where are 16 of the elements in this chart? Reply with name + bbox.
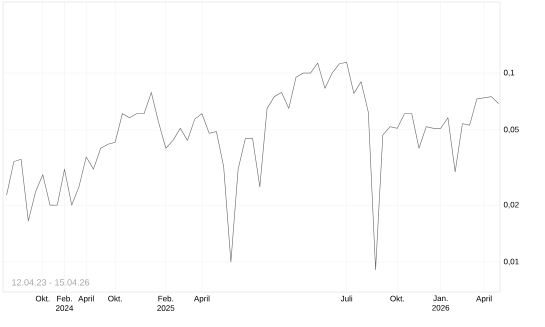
x-tick-label: April [476, 296, 492, 303]
x-tick-label: April [194, 296, 210, 303]
x-tick-label: April [78, 296, 94, 303]
x-tick-label: Jan. 2026 [432, 296, 450, 311]
line-series [6, 62, 499, 270]
x-tick-label: Okt. [36, 296, 50, 302]
y-tick-label: 0,01 [504, 258, 519, 266]
annotation: 12.04.23 - 15.04.26 [12, 279, 90, 286]
y-tick-label: 0,1 [504, 70, 514, 76]
x-tick-label: Feb. 2024 [56, 296, 74, 311]
y-tick-label: 0,05 [504, 126, 519, 134]
x-tick-label: Okt. [108, 296, 122, 302]
x-tick-label: Juli [340, 296, 352, 302]
y-tick-label: 0,02 [504, 202, 519, 208]
x-tick-label: Okt. [390, 296, 404, 302]
x-tick-label: Feb. 2025 [157, 296, 174, 311]
